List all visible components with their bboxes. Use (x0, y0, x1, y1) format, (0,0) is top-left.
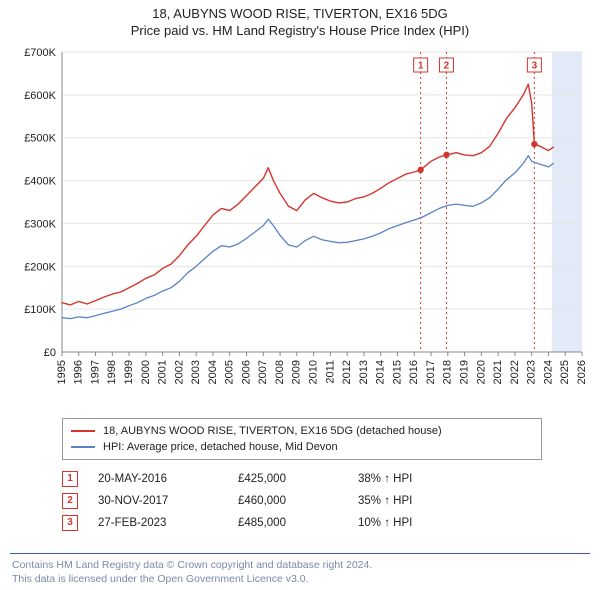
chart-title-line2: Price paid vs. HM Land Registry's House … (0, 21, 600, 42)
sale-date: 27-FEB-2023 (98, 517, 238, 529)
svg-text:1998: 1998 (106, 360, 118, 384)
chart-container: 18, AUBYNS WOOD RISE, TIVERTON, EX16 5DG… (0, 0, 600, 590)
sale-marker-1: 1 (62, 471, 78, 487)
svg-text:2021: 2021 (492, 360, 504, 384)
legend-item-hpi: HPI: Average price, detached house, Mid … (71, 439, 533, 455)
svg-text:2020: 2020 (475, 360, 487, 384)
sale-price: £460,000 (238, 495, 358, 507)
svg-text:2019: 2019 (458, 360, 470, 384)
svg-text:1: 1 (418, 61, 424, 72)
legend-label-hpi: HPI: Average price, detached house, Mid … (103, 439, 338, 455)
svg-text:£100K: £100K (24, 304, 56, 316)
legend-swatch-hpi (71, 446, 95, 448)
svg-text:£300K: £300K (24, 218, 56, 230)
svg-text:£500K: £500K (24, 133, 56, 145)
table-row: 1 20-MAY-2016 £425,000 38% ↑ HPI (62, 468, 478, 490)
footer: Contains HM Land Registry data © Crown c… (10, 553, 590, 586)
legend-swatch-house (71, 430, 95, 432)
legend-item-house: 18, AUBYNS WOOD RISE, TIVERTON, EX16 5DG… (71, 423, 533, 439)
svg-text:1997: 1997 (89, 360, 101, 384)
svg-text:2022: 2022 (509, 360, 521, 384)
svg-text:1996: 1996 (73, 360, 85, 384)
chart-svg: £0 £100K £200K £300K £400K £500K £600K £700K 199… (10, 46, 590, 406)
svg-text:2025: 2025 (559, 360, 571, 384)
svg-text:2012: 2012 (341, 360, 353, 384)
table-row: 3 27-FEB-2023 £485,000 10% ↑ HPI (62, 512, 478, 534)
svg-text:2017: 2017 (425, 360, 437, 384)
chart-title-line1: 18, AUBYNS WOOD RISE, TIVERTON, EX16 5DG (0, 0, 600, 21)
svg-text:2003: 2003 (190, 360, 202, 384)
svg-text:2018: 2018 (442, 360, 454, 384)
svg-text:3: 3 (532, 61, 538, 72)
svg-text:£700K: £700K (24, 47, 56, 59)
sale-hpi: 10% ↑ HPI (358, 517, 478, 529)
svg-text:£400K: £400K (24, 176, 56, 188)
sales-table: 1 20-MAY-2016 £425,000 38% ↑ HPI 2 30-NO… (62, 468, 478, 534)
sale-price: £485,000 (238, 517, 358, 529)
sale-price: £425,000 (238, 473, 358, 485)
svg-text:1995: 1995 (56, 360, 68, 384)
sale-hpi: 38% ↑ HPI (358, 473, 478, 485)
sale-marker-3: 3 (62, 515, 78, 531)
svg-text:2024: 2024 (542, 360, 554, 384)
svg-text:1999: 1999 (123, 360, 135, 384)
svg-text:2010: 2010 (308, 360, 320, 384)
svg-text:2026: 2026 (576, 360, 588, 384)
table-row: 2 30-NOV-2017 £460,000 35% ↑ HPI (62, 490, 478, 512)
svg-text:£600K: £600K (24, 90, 56, 102)
svg-text:2002: 2002 (173, 360, 185, 384)
legend: 18, AUBYNS WOOD RISE, TIVERTON, EX16 5DG… (62, 418, 542, 460)
svg-text:2004: 2004 (207, 360, 219, 384)
svg-text:2015: 2015 (391, 360, 403, 384)
svg-text:2016: 2016 (408, 360, 420, 384)
svg-text:2: 2 (444, 61, 450, 72)
svg-text:2005: 2005 (224, 360, 236, 384)
svg-text:£0: £0 (44, 347, 56, 359)
sale-hpi: 35% ↑ HPI (358, 495, 478, 507)
legend-label-house: 18, AUBYNS WOOD RISE, TIVERTON, EX16 5DG… (103, 423, 442, 439)
svg-text:2000: 2000 (140, 360, 152, 384)
chart-area: £0 £100K £200K £300K £400K £500K £600K £700K 199… (10, 46, 590, 406)
svg-text:2001: 2001 (157, 360, 169, 384)
svg-text:2011: 2011 (324, 360, 336, 384)
footer-line-1: Contains HM Land Registry data © Crown c… (10, 558, 590, 572)
svg-text:£200K: £200K (24, 261, 56, 273)
svg-text:2009: 2009 (291, 360, 303, 384)
svg-text:2008: 2008 (274, 360, 286, 384)
footer-line-2: This data is licensed under the Open Gov… (10, 572, 590, 586)
sale-marker-2: 2 (62, 493, 78, 509)
svg-text:2023: 2023 (526, 360, 538, 384)
svg-text:2006: 2006 (240, 360, 252, 384)
sale-date: 30-NOV-2017 (98, 495, 238, 507)
sale-date: 20-MAY-2016 (98, 473, 238, 485)
svg-text:2014: 2014 (375, 360, 387, 384)
svg-text:2007: 2007 (257, 360, 269, 384)
svg-text:2013: 2013 (358, 360, 370, 384)
